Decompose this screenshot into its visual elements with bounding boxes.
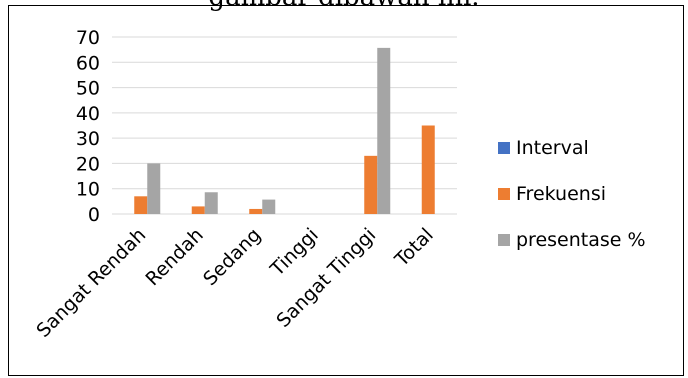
x-tick-label: Sangat Rendah (32, 224, 150, 342)
y-tick-label: 0 (88, 204, 100, 226)
legend-swatch (498, 234, 510, 246)
x-tick-label: Rendah (141, 224, 207, 290)
caption-text: gambar dibawah ini. (0, 0, 688, 12)
bar-frekuensi-sedang (249, 208, 263, 214)
y-tick-label: 20 (76, 153, 100, 175)
bar-presentase--sedang (262, 199, 276, 214)
gridlines (112, 36, 457, 215)
y-axis-ticks: 0 10 20 30 40 50 60 70 (76, 27, 100, 226)
bar-frekuensi-total (421, 125, 435, 214)
x-tick-label: Sedang (199, 224, 265, 290)
y-tick-label: 60 (76, 52, 100, 74)
legend-swatch (498, 142, 510, 154)
bar-frekuensi-sangat-rendah (134, 196, 148, 214)
y-tick-label: 10 (76, 179, 100, 201)
legend-swatch (498, 188, 510, 200)
x-tick-label: Total (390, 224, 438, 272)
x-tick-label: Sangat Tinggi (272, 224, 380, 332)
bar-frekuensi-rendah (191, 206, 205, 214)
bars (134, 47, 435, 214)
bar-presentase--rendah (204, 192, 218, 214)
bar-frekuensi-sangat-tinggi (364, 155, 378, 214)
bar-presentase--sangat-rendah (147, 163, 161, 214)
y-tick-label: 30 (76, 128, 100, 150)
y-tick-label: 50 (76, 78, 100, 100)
bar-presentase--sangat-tinggi (377, 47, 391, 214)
x-tick-label: Tinggi (266, 224, 323, 281)
legend-label: presentase % (516, 229, 646, 251)
y-tick-label: 40 (76, 103, 100, 125)
legend: Interval Frekuensi presentase % (498, 137, 646, 251)
chart-frame (8, 5, 684, 376)
legend-label: Interval (516, 137, 589, 159)
legend-label: Frekuensi (516, 183, 606, 205)
y-tick-label: 70 (76, 27, 100, 49)
